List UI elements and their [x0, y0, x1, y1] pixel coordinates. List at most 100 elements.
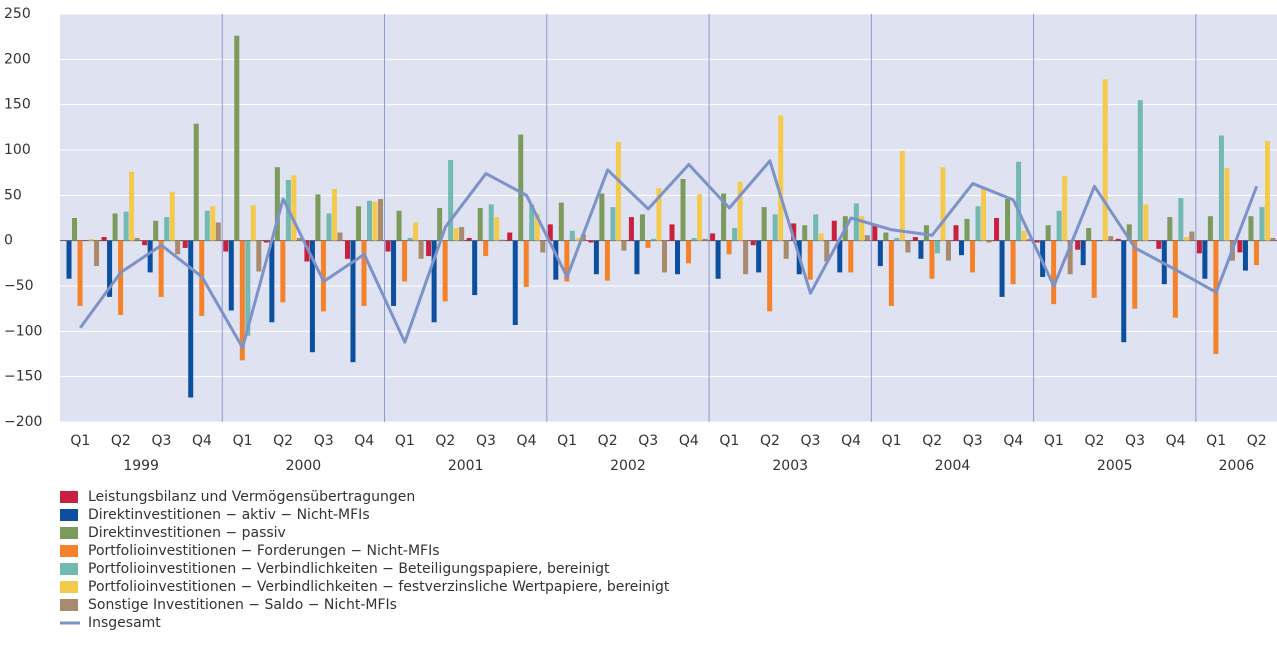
bar [344, 240, 350, 259]
bar [675, 240, 681, 275]
bar [1010, 240, 1016, 285]
x-tick-label: Q1 [882, 433, 902, 449]
y-tick-label: 50 [4, 187, 22, 203]
legend-label: Portfolioinvestitionen − Verbindlichkeit… [88, 561, 610, 577]
year-label: 2005 [1097, 458, 1133, 474]
bar [710, 233, 716, 241]
bar [628, 217, 634, 241]
x-tick-label: Q3 [1125, 433, 1145, 449]
bar [269, 240, 275, 323]
legend-swatch [60, 599, 78, 611]
year-label: 2003 [772, 458, 808, 474]
legend-swatch [60, 491, 78, 503]
x-tick-label: Q2 [922, 433, 942, 449]
bar [656, 188, 662, 241]
y-tick-label: −50 [4, 278, 34, 294]
bar [193, 123, 199, 241]
year-label: 2006 [1219, 458, 1255, 474]
y-tick-label: 100 [4, 142, 31, 158]
bar [153, 220, 159, 241]
bar [413, 222, 419, 241]
bar [934, 240, 940, 254]
x-tick-label: Q1 [1044, 433, 1064, 449]
bar [680, 179, 686, 241]
bar [894, 237, 900, 241]
x-tick-label: Q2 [760, 433, 780, 449]
bar [750, 240, 756, 246]
x-tick-label: Q4 [841, 433, 861, 449]
legend-swatch [60, 509, 78, 521]
total-line [79, 159, 1259, 350]
bar [807, 240, 813, 280]
bar [239, 240, 245, 361]
y-tick-label: 250 [4, 6, 31, 22]
bar [1189, 231, 1195, 241]
bar [686, 240, 692, 264]
bar [1156, 240, 1162, 249]
bar [1132, 240, 1138, 309]
x-tick-label: Q2 [1084, 433, 1104, 449]
x-tick-label: Q3 [801, 433, 821, 449]
bar [507, 232, 513, 241]
bar [210, 206, 216, 241]
legend-swatch [60, 581, 78, 593]
bar [1202, 240, 1208, 279]
x-tick-label: Q3 [638, 433, 658, 449]
bar [1143, 204, 1149, 241]
bar [669, 224, 675, 241]
bar [726, 240, 732, 255]
bar [969, 240, 976, 273]
bar [331, 188, 337, 241]
bar [326, 213, 332, 241]
legend-swatch [60, 563, 78, 575]
bar [975, 206, 981, 241]
x-tick-label: Q3 [314, 433, 334, 449]
legend-label: Portfolioinvestitionen − Verbindlichkeit… [88, 579, 670, 595]
bar [169, 191, 175, 241]
bar [732, 227, 738, 241]
bar [558, 202, 564, 241]
y-tick-label: 0 [4, 233, 13, 249]
bar [142, 240, 148, 246]
bar [296, 237, 302, 241]
legend-label: Sonstige Investitionen − Saldo − Nicht-M… [88, 597, 397, 613]
bar [1264, 140, 1270, 241]
bar [315, 194, 321, 241]
bar [118, 240, 124, 316]
y-tick-label: 150 [4, 97, 31, 113]
year-label: 2001 [448, 458, 484, 474]
bar [164, 217, 170, 241]
bar [448, 159, 454, 241]
bar [107, 240, 113, 297]
x-tick-label: Q2 [1247, 433, 1267, 449]
x-tick-label: Q2 [111, 433, 131, 449]
bar [385, 240, 391, 252]
bar [77, 240, 83, 306]
bar [223, 240, 229, 252]
bar [309, 240, 315, 353]
bar [534, 213, 540, 241]
bar [418, 240, 424, 259]
bar [569, 230, 575, 241]
bar [72, 218, 78, 241]
bar [1196, 240, 1202, 254]
bar [66, 240, 72, 279]
bar [1213, 240, 1219, 354]
bar [645, 240, 651, 248]
bar [437, 208, 443, 241]
year-label: 2004 [935, 458, 971, 474]
x-tick-label: Q2 [435, 433, 455, 449]
bar [472, 240, 478, 296]
legend-label: Direktinvestitionen − aktiv − Nicht-MFIs [88, 507, 370, 523]
bar [518, 134, 524, 241]
bar [918, 240, 924, 259]
bar [407, 237, 413, 241]
bar [123, 211, 129, 241]
bar [337, 232, 343, 241]
x-tick-label: Q4 [517, 433, 537, 449]
bar [756, 240, 762, 273]
bar [791, 223, 797, 241]
bar [1224, 168, 1230, 241]
bar [355, 206, 361, 241]
